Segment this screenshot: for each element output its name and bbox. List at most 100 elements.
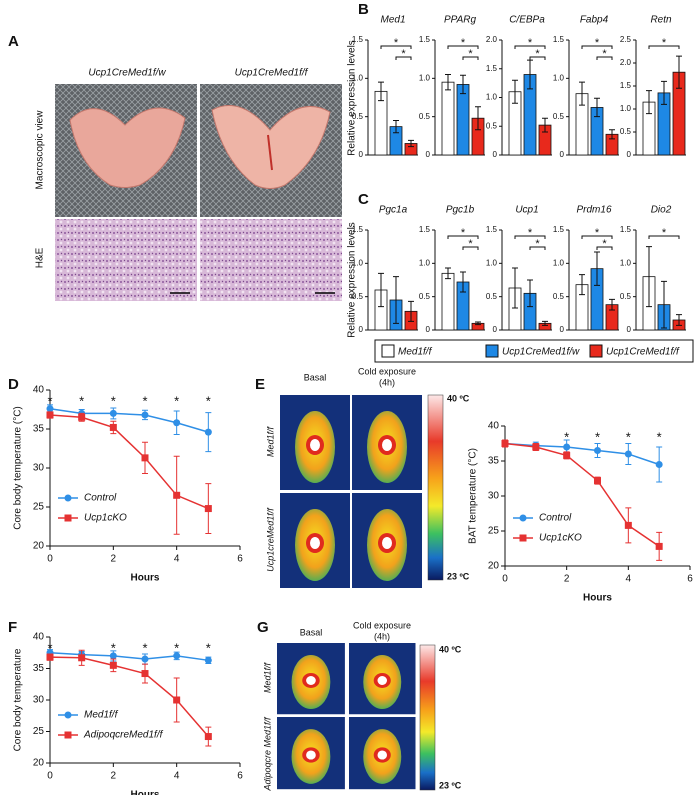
error-bar (475, 321, 481, 326)
chart-title: Pgc1a (379, 205, 408, 216)
significance-bracket (529, 246, 546, 250)
chart-title: PPARg (444, 15, 476, 26)
significance-label: * (206, 393, 211, 408)
y-tick-label: 0 (560, 150, 565, 159)
significance-label: * (401, 48, 406, 60)
significance-label: * (47, 393, 52, 408)
x-tick-label: 4 (174, 554, 180, 565)
y-tick-label: 0 (493, 325, 498, 334)
x-axis-label: Hours (131, 573, 160, 584)
column-title: Basal (300, 627, 323, 637)
y-tick-label: 0.5 (352, 292, 364, 301)
x-tick-label: 2 (111, 554, 117, 565)
legend-marker (64, 731, 72, 739)
panel-label: E (255, 376, 265, 393)
y-tick-label: 0 (560, 325, 565, 334)
significance-label: * (111, 393, 116, 408)
significance-label: * (662, 227, 667, 239)
legend-label: Ucp1cKO (84, 513, 127, 524)
y-axis-label: Relative expression levels (347, 40, 358, 156)
legend-label: Control (539, 513, 572, 524)
error-bar (542, 117, 548, 133)
panel-label: G (257, 619, 269, 636)
chart-title: Prdm16 (576, 205, 611, 216)
error-bar (542, 320, 548, 326)
y-axis-label: Core body temperature (°C) (13, 406, 24, 530)
legend-swatch (381, 344, 395, 358)
x-tick-label: 4 (626, 574, 632, 585)
error-bar (661, 80, 667, 105)
marker (204, 428, 212, 436)
marker (46, 411, 54, 419)
significance-bracket (648, 45, 680, 49)
macroscopic-images (55, 84, 342, 301)
column-title: Ucp1CreMed1f/w (88, 68, 166, 79)
error-bar (646, 90, 652, 115)
y-tick-label: 40 (33, 385, 45, 396)
y-tick-label: 0 (426, 150, 431, 159)
y-tick-label: 0.5 (352, 112, 364, 121)
marker (501, 440, 509, 447)
y-tick-label: 40 (33, 632, 45, 643)
significance-label: * (595, 429, 600, 444)
panel-label: A (8, 33, 19, 50)
panel-label: F (8, 619, 17, 636)
marker (141, 655, 149, 663)
marker (204, 733, 212, 741)
y-tick-label: 30 (33, 463, 45, 474)
y-tick-label: 0 (359, 325, 364, 334)
y-tick-label: 1.0 (486, 258, 498, 267)
bar (456, 84, 470, 156)
marker (141, 454, 149, 462)
significance-bracket (462, 56, 479, 60)
error-bar (460, 271, 466, 293)
y-tick-label: 1.0 (419, 73, 431, 82)
significance-label: * (535, 48, 540, 60)
marker (46, 653, 54, 661)
marker (173, 696, 181, 704)
error-bar (475, 106, 481, 131)
column-title: Cold exposure (353, 620, 411, 630)
significance-label: * (394, 37, 399, 49)
significance-bracket (514, 45, 546, 49)
significance-label: * (468, 238, 473, 250)
y-tick-label: 35 (33, 424, 45, 435)
series-line (504, 442, 660, 548)
marker (594, 477, 601, 485)
marker (173, 491, 181, 499)
significance-bracket (395, 56, 412, 60)
marker (173, 419, 181, 427)
x-tick-label: 6 (237, 771, 243, 782)
y-tick-label: 25 (33, 502, 45, 513)
error-bar (512, 79, 518, 104)
significance-label: * (535, 238, 540, 250)
error-bar (609, 129, 615, 140)
significance-bracket (462, 246, 479, 250)
error-bar (676, 55, 682, 89)
y-tick-label: 1.0 (486, 93, 498, 102)
column-title: Cold exposure (358, 366, 416, 376)
chart-title: Fabp4 (580, 15, 609, 26)
y-tick-label: 1.5 (419, 225, 431, 234)
legend-marker (64, 711, 72, 719)
chart-title: Retn (650, 15, 672, 26)
series-line (504, 442, 660, 466)
error-bar (661, 280, 667, 329)
column-title: (4h) (379, 377, 395, 387)
y-tick-label: 40 (488, 421, 500, 432)
chart-title: Pgc1b (446, 205, 475, 216)
y-tick-label: 1.5 (620, 225, 632, 234)
x-tick-label: 2 (564, 574, 570, 585)
significance-bracket (514, 235, 546, 239)
series-line (49, 407, 209, 433)
row-label: Med1f/f (262, 661, 272, 693)
legend-marker (64, 494, 72, 502)
row-label: H&E (35, 247, 46, 268)
significance-label: * (528, 227, 533, 239)
marker (563, 443, 571, 451)
significance-label: * (528, 37, 533, 49)
panel-label: C (358, 191, 369, 208)
y-tick-label: 2.5 (620, 35, 632, 44)
y-tick-label: 1.0 (553, 258, 565, 267)
marker (594, 447, 601, 454)
